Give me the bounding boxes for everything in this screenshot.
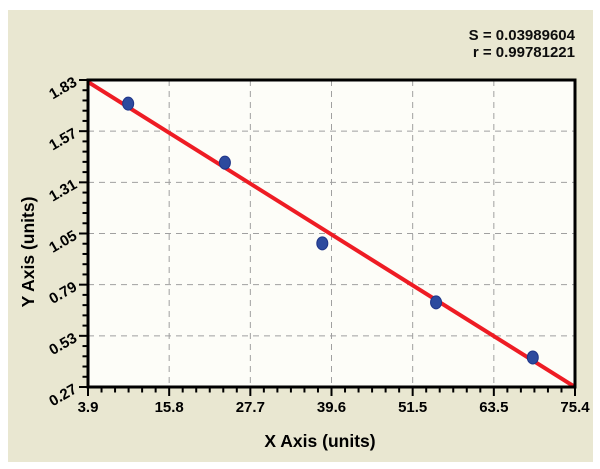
regression-line	[86, 80, 577, 389]
x-tick-label: 15.8	[155, 399, 184, 416]
data-point	[316, 236, 329, 251]
x-tick-label: 39.6	[317, 399, 346, 416]
data-point	[122, 96, 135, 111]
r-value: r = 0.99781221	[472, 44, 575, 61]
x-tick-label: 27.7	[236, 399, 265, 416]
x-tick-label: 51.5	[398, 399, 427, 416]
data-point	[430, 295, 443, 310]
fit-statistics: S = 0.03989604 r = 0.99781221	[469, 27, 575, 61]
y-tick-label: 0.53	[46, 330, 80, 359]
x-tick-label: 3.9	[78, 399, 99, 416]
y-tick-label: 1.31	[46, 176, 80, 205]
y-tick-label: 0.79	[46, 278, 80, 307]
y-tick-label: 1.83	[46, 74, 80, 103]
data-point	[218, 155, 231, 170]
s-value: S = 0.03989604	[468, 27, 575, 44]
x-tick-label: 75.4	[560, 399, 590, 416]
data-point	[526, 350, 539, 365]
x-axis-title: X Axis (units)	[264, 431, 375, 451]
x-tick-label: 63.5	[479, 399, 508, 416]
y-tick-label: 0.27	[46, 381, 80, 410]
y-tick-label: 1.05	[46, 227, 80, 256]
plot-border	[86, 78, 577, 389]
y-tick-label: 1.57	[46, 125, 80, 154]
y-axis-title: Y Axis (units)	[18, 197, 38, 308]
